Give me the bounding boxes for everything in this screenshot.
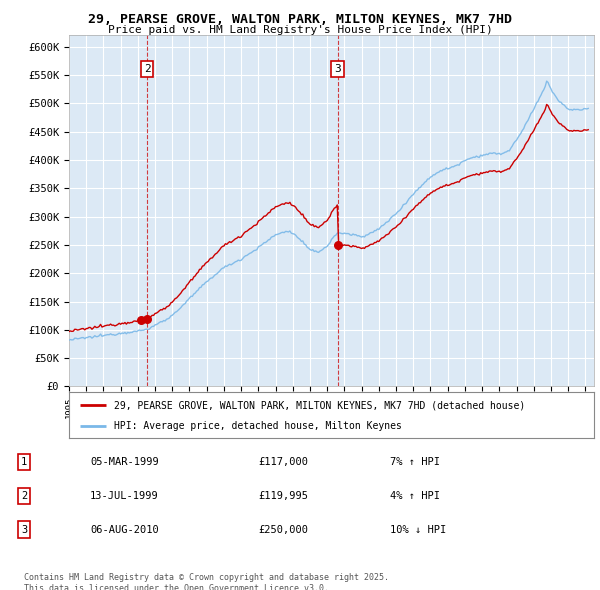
Text: 4% ↑ HPI: 4% ↑ HPI bbox=[390, 491, 440, 501]
Text: 13-JUL-1999: 13-JUL-1999 bbox=[90, 491, 159, 501]
Text: 06-AUG-2010: 06-AUG-2010 bbox=[90, 525, 159, 535]
Text: 3: 3 bbox=[21, 525, 27, 535]
Text: £250,000: £250,000 bbox=[258, 525, 308, 535]
Text: HPI: Average price, detached house, Milton Keynes: HPI: Average price, detached house, Milt… bbox=[113, 421, 401, 431]
Text: Contains HM Land Registry data © Crown copyright and database right 2025.
This d: Contains HM Land Registry data © Crown c… bbox=[24, 573, 389, 590]
Text: 29, PEARSE GROVE, WALTON PARK, MILTON KEYNES, MK7 7HD: 29, PEARSE GROVE, WALTON PARK, MILTON KE… bbox=[88, 13, 512, 26]
Text: 7% ↑ HPI: 7% ↑ HPI bbox=[390, 457, 440, 467]
Text: 2: 2 bbox=[144, 64, 151, 74]
Point bbox=[136, 316, 146, 325]
Text: £119,995: £119,995 bbox=[258, 491, 308, 501]
Text: 05-MAR-1999: 05-MAR-1999 bbox=[90, 457, 159, 467]
Text: 1: 1 bbox=[21, 457, 27, 467]
Point bbox=[142, 314, 152, 323]
Text: 2: 2 bbox=[21, 491, 27, 501]
Text: 29, PEARSE GROVE, WALTON PARK, MILTON KEYNES, MK7 7HD (detached house): 29, PEARSE GROVE, WALTON PARK, MILTON KE… bbox=[113, 400, 525, 410]
Text: 10% ↓ HPI: 10% ↓ HPI bbox=[390, 525, 446, 535]
Text: £117,000: £117,000 bbox=[258, 457, 308, 467]
Text: 3: 3 bbox=[334, 64, 341, 74]
Text: Price paid vs. HM Land Registry's House Price Index (HPI): Price paid vs. HM Land Registry's House … bbox=[107, 25, 493, 35]
Point bbox=[333, 240, 343, 250]
